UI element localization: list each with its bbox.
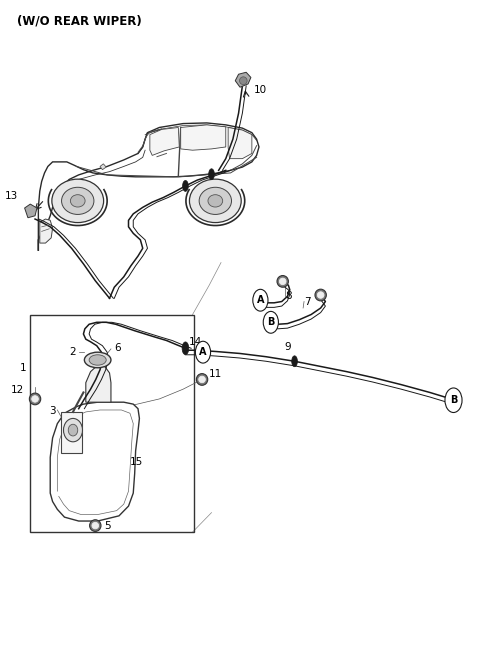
Ellipse shape <box>315 290 326 301</box>
Text: 14: 14 <box>189 337 202 346</box>
Polygon shape <box>40 219 53 243</box>
Ellipse shape <box>317 291 324 298</box>
Text: (W/O REAR WIPER): (W/O REAR WIPER) <box>17 14 142 28</box>
Ellipse shape <box>68 424 78 436</box>
Ellipse shape <box>182 181 188 191</box>
Ellipse shape <box>199 187 231 214</box>
Text: B: B <box>450 395 457 405</box>
Text: 9: 9 <box>285 342 291 352</box>
Text: 10: 10 <box>254 85 267 96</box>
Ellipse shape <box>190 179 241 223</box>
Ellipse shape <box>32 396 38 402</box>
Ellipse shape <box>253 290 268 311</box>
Polygon shape <box>235 72 251 87</box>
Text: 11: 11 <box>209 369 222 379</box>
Polygon shape <box>50 402 139 521</box>
Polygon shape <box>180 125 226 150</box>
Polygon shape <box>24 204 37 217</box>
Text: B: B <box>267 317 275 328</box>
Ellipse shape <box>199 376 205 383</box>
Ellipse shape <box>92 522 98 529</box>
Ellipse shape <box>279 278 286 285</box>
Text: 8: 8 <box>285 291 292 301</box>
Ellipse shape <box>277 276 288 288</box>
Polygon shape <box>150 128 179 155</box>
Polygon shape <box>38 123 259 251</box>
Text: 15: 15 <box>130 457 143 467</box>
Text: 7: 7 <box>304 297 311 307</box>
Ellipse shape <box>84 352 111 367</box>
Ellipse shape <box>445 388 462 413</box>
Ellipse shape <box>63 419 83 442</box>
Text: 12: 12 <box>11 385 24 395</box>
Ellipse shape <box>209 169 215 179</box>
Polygon shape <box>100 164 106 170</box>
Text: A: A <box>257 295 264 305</box>
Ellipse shape <box>195 341 211 363</box>
Polygon shape <box>86 365 111 402</box>
Ellipse shape <box>240 77 247 84</box>
Ellipse shape <box>52 179 104 223</box>
Ellipse shape <box>61 187 94 214</box>
Polygon shape <box>228 128 252 159</box>
Text: 13: 13 <box>5 191 18 201</box>
Ellipse shape <box>208 195 223 207</box>
Text: 3: 3 <box>49 405 56 416</box>
Polygon shape <box>61 412 82 453</box>
Ellipse shape <box>90 519 101 531</box>
Text: 6: 6 <box>114 343 121 353</box>
Ellipse shape <box>89 355 106 365</box>
Ellipse shape <box>182 342 189 354</box>
Ellipse shape <box>29 393 41 405</box>
Ellipse shape <box>196 373 208 385</box>
Text: A: A <box>199 347 207 357</box>
Text: 5: 5 <box>104 521 110 531</box>
Ellipse shape <box>71 195 85 207</box>
Ellipse shape <box>292 356 298 367</box>
Ellipse shape <box>263 311 278 333</box>
Text: 1: 1 <box>20 363 26 373</box>
Text: 2: 2 <box>70 347 76 357</box>
